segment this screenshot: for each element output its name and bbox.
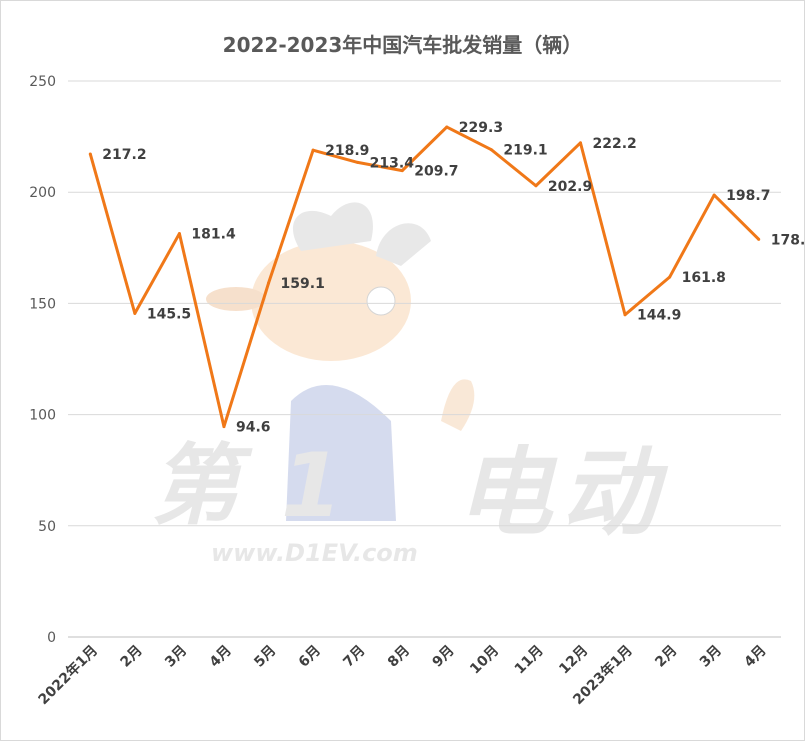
- data-point: [222, 425, 226, 429]
- data-point: [578, 141, 582, 145]
- y-tick-label: 100: [29, 408, 56, 424]
- data-point: [356, 160, 360, 164]
- y-tick-label: 0: [47, 630, 56, 646]
- x-tick-label: 2022年1月: [35, 642, 101, 708]
- data-label: 229.3: [459, 120, 503, 136]
- data-point: [177, 232, 181, 236]
- data-label: 209.7: [414, 164, 458, 180]
- data-label: 159.1: [281, 276, 325, 292]
- x-tick-label: 2月: [118, 643, 146, 671]
- mascot-eye: [366, 286, 396, 316]
- data-point: [534, 184, 538, 188]
- x-tick-label: 8月: [385, 643, 413, 671]
- data-point: [400, 169, 404, 173]
- data-point: [133, 311, 137, 315]
- watermark-char-2: 1: [281, 434, 342, 537]
- mascot-antler-right: [376, 223, 431, 266]
- x-tick-label: 4月: [207, 643, 235, 671]
- data-label: 219.1: [503, 143, 547, 159]
- data-point: [712, 193, 716, 197]
- x-tick-label: 10月: [467, 643, 502, 678]
- data-point: [267, 281, 271, 285]
- data-point: [623, 313, 627, 317]
- series-line: [88, 125, 760, 429]
- data-point: [757, 237, 761, 241]
- x-tick-label: 7月: [340, 643, 368, 671]
- mascot-body: [286, 385, 396, 521]
- x-tick-label: 2月: [652, 643, 680, 671]
- data-label: 145.5: [147, 306, 191, 322]
- watermark-char-3: 电: [456, 437, 558, 549]
- chart-title: 2022-2023年中国汽车批发销量（辆）: [222, 33, 583, 57]
- data-label: 181.4: [191, 227, 236, 243]
- data-label: 94.6: [236, 420, 271, 436]
- data-point: [445, 125, 449, 129]
- data-label: 178.8: [771, 232, 804, 248]
- x-tick-label: 4月: [741, 643, 769, 671]
- x-tick-label: 5月: [251, 643, 279, 671]
- data-label: 218.9: [325, 143, 369, 159]
- y-tick-label: 150: [29, 296, 56, 312]
- data-point: [668, 275, 672, 279]
- data-label: 198.7: [726, 188, 770, 204]
- x-tick-label: 6月: [296, 643, 324, 671]
- mascot-head: [251, 241, 411, 361]
- data-label: 222.2: [592, 136, 636, 152]
- data-label: 144.9: [637, 308, 681, 324]
- x-tick-label: 3月: [697, 643, 725, 671]
- data-label: 217.2: [102, 147, 146, 163]
- y-tick-label: 200: [29, 185, 56, 201]
- x-tick-label: 11月: [512, 643, 547, 678]
- data-point: [88, 152, 92, 156]
- data-label: 213.4: [370, 155, 415, 171]
- d1ev-watermark: 第 1 电 动 www.D1EV.com: [151, 202, 669, 567]
- y-tick-label: 50: [38, 519, 56, 535]
- data-label: 161.8: [682, 270, 726, 286]
- series-line-group: [88, 125, 761, 429]
- x-tick-label: 9月: [430, 643, 458, 671]
- mascot-antler: [292, 202, 373, 251]
- gridlines: [68, 80, 781, 638]
- y-axis-ticks: 0 50 100 150 200 250: [29, 74, 56, 646]
- y-tick-label: 250: [29, 74, 56, 90]
- data-label: 202.9: [548, 179, 592, 195]
- mascot-thumb: [441, 379, 475, 431]
- mascot-ear: [206, 287, 266, 311]
- watermark-char-1: 第: [151, 434, 253, 537]
- x-tick-label: 3月: [162, 643, 190, 671]
- data-point: [311, 148, 315, 152]
- x-tick-label: 12月: [556, 643, 591, 678]
- watermark-char-4: 动: [561, 437, 669, 549]
- watermark-url: www.D1EV.com: [211, 539, 418, 567]
- data-point: [489, 148, 493, 152]
